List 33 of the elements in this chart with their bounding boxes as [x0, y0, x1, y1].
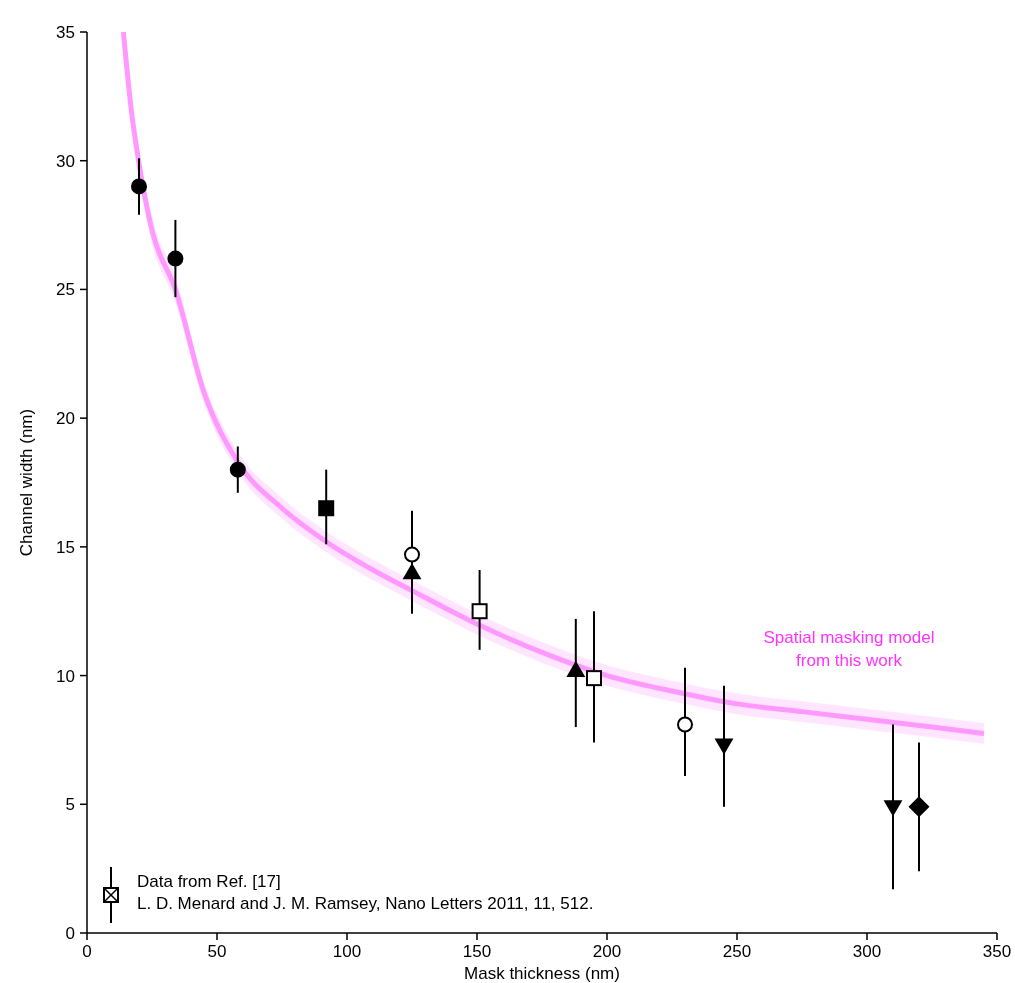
- point: [884, 800, 902, 816]
- y-tick-label: 20: [56, 409, 75, 429]
- y-axis-title: Channel width (nm): [17, 408, 36, 557]
- y-tick-label: 25: [56, 280, 75, 300]
- x-tick-label: 50: [207, 942, 227, 961]
- y-tick-label: 30: [56, 151, 75, 171]
- y-tick-label: 10: [56, 666, 75, 686]
- point: [586, 670, 602, 687]
- x-axis-title: Mask thickness (nm): [464, 964, 620, 983]
- point: [471, 603, 488, 620]
- x-tick-label: 300: [852, 942, 882, 961]
- point: [229, 461, 246, 478]
- y-tick-label: 0: [65, 924, 75, 943]
- x-tick-label: 100: [332, 942, 362, 961]
- y-tick-label: 15: [56, 537, 75, 557]
- point: [677, 716, 693, 733]
- x-tick-label: 150: [462, 942, 492, 961]
- y-tick-label: 5: [65, 795, 75, 815]
- x-tick-label: 350: [982, 942, 1012, 961]
- point: [403, 563, 421, 580]
- y-tick-label: 35: [56, 23, 75, 42]
- point: [318, 500, 335, 517]
- point: [167, 250, 184, 267]
- point: [715, 738, 733, 754]
- point: [404, 546, 420, 563]
- x-tick-label: 0: [82, 942, 92, 961]
- x-tick-label: 200: [592, 942, 622, 961]
- point: [908, 796, 930, 817]
- point: [567, 661, 585, 678]
- x-tick-label: 250: [722, 942, 752, 961]
- point: [131, 178, 147, 195]
- annotation: Data from Ref. [17] L. D. Menard and J. M. Ramsey, Nano Letters 2011, 11, 512.: [137, 872, 594, 913]
- annotation: Spatial masking model from this work: [763, 628, 935, 671]
